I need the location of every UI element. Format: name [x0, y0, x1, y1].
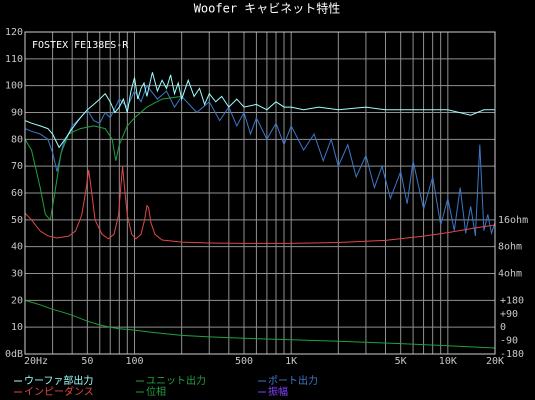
- y-tick-label: 110: [5, 54, 23, 65]
- y3-tick-label: 0: [500, 322, 506, 333]
- series-line: [25, 95, 182, 221]
- y2-tick-label: 8ohm: [498, 242, 522, 253]
- chart-title: Woofer キャビネット特性: [194, 1, 341, 16]
- y-tick-label: 20: [11, 295, 23, 306]
- y3-tick-label: -90: [500, 336, 518, 347]
- x-tick-label: 20K: [486, 356, 504, 367]
- y-tick-label: 30: [11, 269, 23, 280]
- legend-label: 位相: [146, 385, 166, 398]
- plot: [25, 72, 495, 349]
- y3-tick-label: -180: [500, 349, 524, 360]
- series-line: [25, 166, 495, 244]
- y-tick-label: 0dB: [5, 349, 23, 360]
- axes: 0dB 10 20 30 40 50 60 70 80 90 100 110 120 20Hz 50 100 5…: [5, 27, 528, 367]
- annotation: FOSTEX FE138ES-R: [32, 40, 129, 51]
- y-tick-label: 70: [11, 161, 23, 172]
- series-line: [25, 299, 495, 349]
- y-tick-label: 60: [11, 188, 23, 199]
- y2-tick-label: 16ohm: [498, 215, 528, 226]
- y3-tick-label: +90: [500, 309, 518, 320]
- plot-border: [24, 31, 496, 355]
- x-tick-label: 1K: [285, 356, 297, 367]
- x-tick-label: 500: [235, 356, 253, 367]
- series-line: [25, 72, 495, 149]
- series-line: [25, 84, 495, 236]
- y-tick-label: 90: [11, 108, 23, 119]
- legend-label: 振幅: [268, 385, 288, 398]
- y2-tick-label: 4ohm: [498, 269, 522, 280]
- y-tick-label: 40: [11, 242, 23, 253]
- x-tick-label: 50: [81, 356, 93, 367]
- y-tick-label: 100: [5, 81, 23, 92]
- x-tick-label: 5K: [395, 356, 407, 367]
- legend-label: ユニット出力: [146, 374, 206, 387]
- y-tick-label: 80: [11, 134, 23, 145]
- x-tick-label: 10K: [439, 356, 457, 367]
- legend-label: インピーダンス: [24, 385, 94, 398]
- y-tick-label: 120: [5, 27, 23, 38]
- y3-tick-label: +180: [500, 295, 524, 306]
- legend-label: ポート出力: [268, 374, 318, 387]
- x-tick-label: 20Hz: [24, 356, 48, 367]
- legend-label: ウーファ部出力: [24, 374, 93, 387]
- x-tick-label: 100: [125, 356, 143, 367]
- y-tick-label: 50: [11, 215, 23, 226]
- y-tick-label: 10: [11, 322, 23, 333]
